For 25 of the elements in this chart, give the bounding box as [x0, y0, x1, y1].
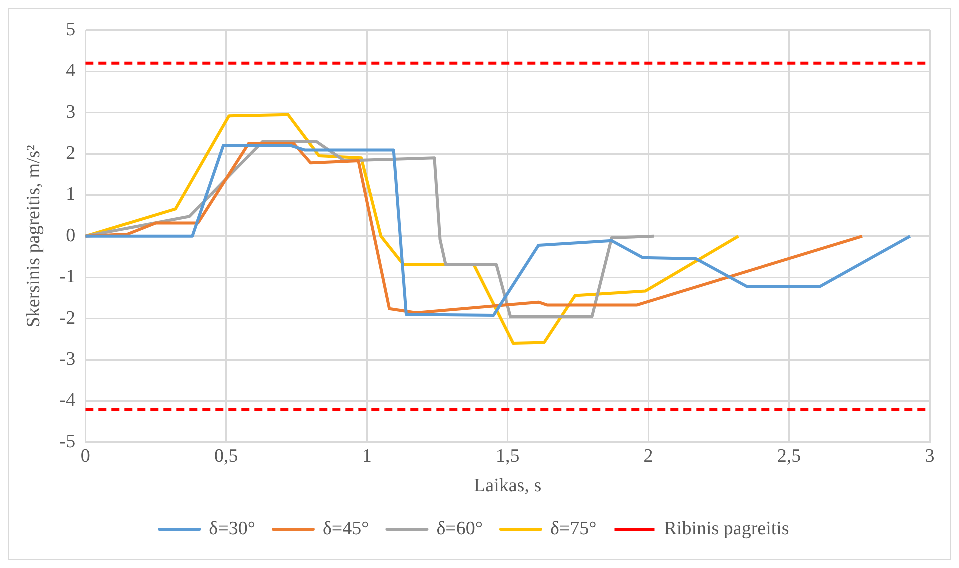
x-tick-label: 2,5 — [777, 446, 802, 467]
legend-label: δ=45° — [322, 518, 370, 540]
x-tick-label: 3 — [925, 446, 935, 467]
x-tick-label: 0 — [80, 446, 90, 467]
legend-label: δ=30° — [209, 518, 256, 540]
legend-label: Ribinis pagreitis — [664, 518, 790, 540]
x-tick-label: 2 — [644, 446, 654, 467]
y-tick-label: 2 — [66, 142, 76, 164]
y-tick-label: 5 — [66, 19, 76, 40]
legend-label: δ=75° — [550, 518, 597, 540]
y-axis-title: Skersinis pagreitis, m/s² — [23, 144, 44, 328]
legend-label: δ=60° — [436, 518, 483, 540]
y-tick-label: 4 — [66, 60, 76, 82]
y-tick-label: -5 — [60, 431, 76, 452]
x-tick-label: 0,5 — [214, 446, 238, 467]
x-tick-label: 1,5 — [496, 446, 520, 467]
y-tick-label: 1 — [66, 184, 76, 206]
y-tick-label: -1 — [60, 266, 76, 288]
x-tick-label: 1 — [362, 446, 372, 467]
y-tick-label: 0 — [66, 225, 76, 246]
y-tick-label: 3 — [66, 102, 76, 123]
y-tick-label: -3 — [60, 348, 76, 370]
y-tick-label: -4 — [60, 390, 76, 412]
x-axis-title: Laikas, s — [474, 476, 542, 497]
y-tick-label: -2 — [60, 308, 76, 329]
